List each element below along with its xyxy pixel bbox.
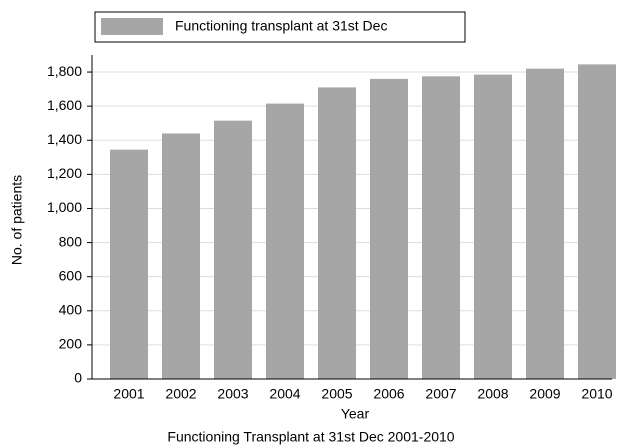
y-tick-label: 1,200 [47, 165, 82, 181]
x-tick-label: 2010 [581, 386, 612, 402]
y-tick-label: 1,400 [47, 131, 82, 147]
x-tick-label: 2006 [373, 386, 404, 402]
bar [422, 76, 460, 379]
x-tick-label: 2003 [217, 386, 248, 402]
x-tick-label: 2004 [269, 386, 300, 402]
y-tick-label: 1,600 [47, 97, 82, 113]
legend-swatch [101, 18, 163, 35]
x-tick-label: 2002 [165, 386, 196, 402]
y-tick-label: 1,000 [47, 199, 82, 215]
bar [474, 74, 512, 379]
y-tick-label: 800 [59, 233, 83, 249]
x-tick-label: 2008 [477, 386, 508, 402]
bar [110, 149, 148, 379]
bar [266, 103, 304, 379]
x-axis-label: Year [341, 406, 370, 422]
legend-label: Functioning transplant at 31st Dec [175, 18, 387, 34]
chart-title: Functioning Transplant at 31st Dec 2001-… [167, 429, 454, 445]
y-tick-label: 600 [59, 267, 83, 283]
y-tick-label: 1,800 [47, 63, 82, 79]
bar [578, 64, 616, 380]
bar [526, 68, 564, 380]
y-tick-label: 0 [74, 370, 82, 386]
x-tick-label: 2009 [529, 386, 560, 402]
y-tick-label: 400 [59, 301, 83, 317]
x-tick-label: 2001 [113, 386, 144, 402]
bar [370, 78, 408, 379]
x-tick-label: 2007 [425, 386, 456, 402]
y-axis-label: No. of patients [9, 175, 25, 265]
bar [214, 120, 252, 379]
bar [162, 133, 200, 379]
bar [318, 87, 356, 380]
y-tick-label: 200 [59, 336, 83, 352]
x-tick-label: 2005 [321, 386, 352, 402]
